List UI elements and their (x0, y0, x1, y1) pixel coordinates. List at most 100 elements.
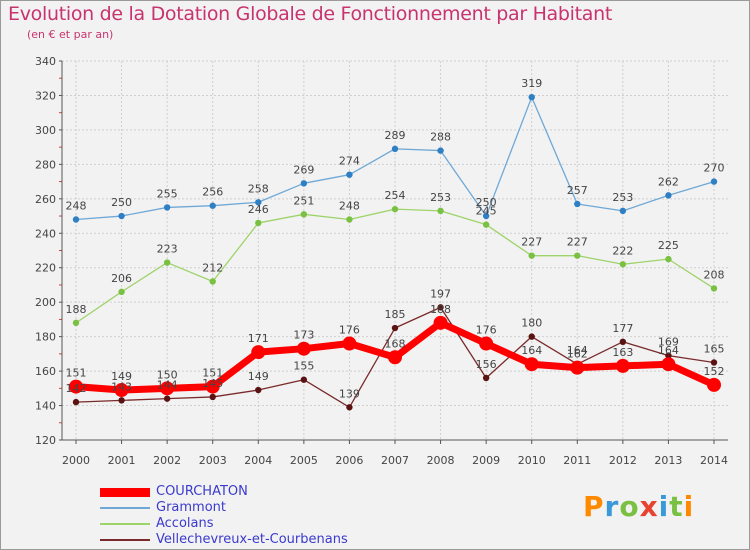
data-label: 269 (293, 163, 314, 176)
data-label: 274 (339, 155, 360, 168)
data-label: 139 (339, 387, 360, 400)
data-label: 258 (248, 182, 269, 195)
data-label: 225 (658, 239, 679, 252)
x-tick-label: 2013 (654, 454, 682, 467)
y-tick-label: 180 (35, 331, 56, 344)
logo-letter: t (669, 490, 684, 523)
data-point (346, 216, 353, 223)
data-label: 250 (111, 196, 132, 209)
data-point (482, 374, 490, 382)
data-point (707, 377, 721, 392)
series-lines (69, 93, 721, 411)
data-point (300, 211, 308, 218)
data-point (209, 393, 216, 401)
data-point (346, 171, 353, 178)
data-point (255, 199, 262, 206)
data-point (118, 212, 125, 220)
data-label: 177 (612, 322, 633, 335)
data-label: 223 (157, 243, 178, 256)
x-tick-label: 2009 (472, 454, 500, 467)
data-point (619, 207, 627, 215)
x-tick-label: 2000 (62, 454, 90, 467)
data-label: 212 (202, 262, 223, 275)
data-label: 319 (521, 77, 542, 90)
data-point (163, 259, 171, 266)
data-label: 251 (293, 194, 314, 207)
data-label: 256 (202, 186, 223, 199)
data-point (346, 404, 353, 411)
data-label: 171 (248, 332, 269, 345)
y-tick-label: 140 (35, 400, 56, 413)
data-label: 289 (385, 129, 406, 142)
data-label: 151 (66, 367, 87, 380)
legend-label: Vellechevreux-et-Courbenans (156, 532, 348, 547)
logo-letter: o (619, 490, 640, 523)
chart-title: Evolution de la Dotation Globale de Fonc… (8, 3, 613, 25)
data-label: 227 (521, 236, 542, 249)
data-label: 176 (476, 324, 497, 337)
data-point (391, 145, 399, 153)
data-label: 254 (385, 189, 406, 202)
logo-letter: x (639, 490, 659, 523)
data-label: 163 (612, 346, 633, 359)
data-label: 169 (658, 336, 679, 349)
y-tick-label: 340 (35, 55, 56, 68)
proxiti-logo: Proxiti (583, 490, 694, 523)
data-point (710, 178, 718, 185)
axes: 120 140 160 180 200 220 240 260 280 300 320 340 2000… (35, 55, 728, 467)
data-label: 222 (612, 244, 633, 257)
data-label: 253 (430, 191, 451, 204)
data-point (72, 398, 80, 406)
x-tick-label: 2014 (700, 454, 728, 467)
x-tick-label: 2001 (108, 454, 136, 467)
data-label: 168 (385, 337, 406, 350)
data-label: 262 (658, 175, 679, 188)
data-point (665, 255, 672, 263)
data-label: 162 (567, 348, 588, 361)
data-point (661, 357, 676, 372)
data-label: 143 (111, 380, 132, 393)
data-point (524, 357, 539, 372)
data-label: 144 (157, 379, 178, 392)
data-point (205, 379, 220, 394)
data-point (209, 278, 216, 285)
data-point (437, 304, 444, 311)
data-point (710, 285, 718, 292)
data-point (255, 386, 262, 394)
y-tick-label: 240 (35, 227, 56, 240)
legend-label: Grammont (156, 500, 227, 515)
data-label: 149 (248, 370, 269, 383)
data-label: 173 (293, 329, 314, 342)
data-point (619, 261, 627, 268)
x-tick-label: 2010 (518, 454, 546, 467)
data-point (388, 350, 402, 365)
data-point (118, 288, 125, 296)
y-tick-label: 300 (35, 124, 56, 137)
logo-letter: i (658, 490, 670, 523)
logo-letter: r (604, 490, 620, 523)
y-tick-label: 320 (35, 89, 56, 102)
data-label: 253 (612, 191, 633, 204)
data-label: 188 (66, 303, 87, 316)
grid (62, 60, 728, 441)
y-tick-label: 220 (35, 262, 56, 275)
data-label: 257 (567, 184, 588, 197)
x-tick-label: 2006 (335, 454, 363, 467)
data-point (342, 336, 357, 351)
data-point (574, 252, 581, 259)
data-point (391, 324, 399, 332)
data-point (251, 345, 266, 360)
data-label: 142 (66, 382, 87, 395)
data-point (72, 216, 80, 223)
data-point (710, 359, 718, 366)
data-point (665, 192, 672, 199)
y-tick-label: 260 (35, 193, 56, 206)
data-point (163, 204, 171, 211)
data-label: 145 (202, 377, 223, 390)
data-point (528, 333, 535, 340)
data-point (300, 180, 308, 187)
legend-swatch (100, 487, 150, 497)
data-point (300, 376, 308, 383)
